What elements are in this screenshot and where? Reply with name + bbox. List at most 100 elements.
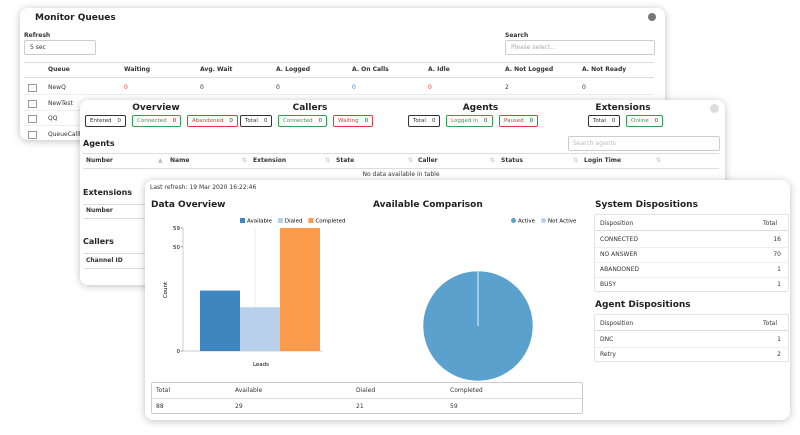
legend-swatch: [240, 218, 245, 223]
column-header: A. Not Ready: [582, 66, 627, 73]
column-header: Total: [156, 387, 171, 394]
column-header: A. Idle: [428, 66, 450, 73]
search-select[interactable]: Please select...: [505, 40, 655, 55]
sort-icon: ⇅: [325, 157, 331, 164]
status-badge: Total 0: [408, 115, 441, 127]
cell: ABANDONED: [600, 266, 640, 273]
search-placeholder: Search agents: [573, 140, 616, 147]
cell: 0: [200, 84, 204, 91]
column-header: Available: [235, 387, 263, 394]
badge-value: 0: [654, 118, 659, 124]
column-header: Completed: [450, 387, 483, 394]
legend-label: Dialed: [285, 219, 303, 225]
sort-icon: ⇅: [656, 157, 662, 164]
table-header: [24, 62, 654, 78]
status-badge: Total 0: [240, 115, 273, 127]
cell: 2: [777, 351, 781, 358]
column-header: Queue: [48, 66, 70, 73]
charts: 05059LeadsCountAvailableDialedCompleted1…: [163, 218, 577, 397]
row-divider: [24, 94, 654, 95]
summary-table: Total 88 Available 29 Dialed 21 Completed 59: [151, 382, 583, 414]
badge-label: Waiting: [338, 118, 359, 124]
column-header: Caller: [418, 157, 438, 164]
y-axis-label: Count: [163, 281, 169, 298]
bar: [240, 307, 280, 351]
status-badge: Connected 0: [278, 115, 328, 127]
cell: 16: [773, 236, 781, 243]
search-label: Search: [505, 32, 529, 39]
legend-label: Not Active: [548, 219, 577, 225]
badge-label: Paused: [504, 118, 524, 124]
column-header: A. On Calls: [352, 66, 389, 73]
section-title: System Dispositions: [595, 200, 698, 210]
dispositions-table: Disposition Total DNC 1 Retry 2: [594, 314, 789, 362]
status-badge: Entered 0: [85, 115, 127, 127]
cell: NewTest: [48, 99, 73, 107]
cell: 29: [235, 403, 243, 410]
group-title: Callers: [292, 103, 328, 113]
badge-label: Total: [413, 118, 426, 124]
badge-label: Abandoned: [192, 118, 224, 124]
panel-title: Monitor Queues: [35, 13, 116, 23]
cell: Retry: [600, 351, 616, 358]
column-header: Disposition: [600, 220, 634, 227]
column-header: A. Not Logged: [505, 66, 554, 73]
cell: CONNECTED: [600, 236, 638, 243]
badge-value: 0: [318, 118, 323, 124]
settings-icon[interactable]: [648, 13, 656, 21]
badge-value: 0: [364, 118, 369, 124]
sort-icon: ▲: [158, 157, 163, 164]
row-icon: [28, 84, 37, 92]
cell: 2: [505, 84, 509, 91]
section-title: Agent Dispositions: [595, 300, 691, 310]
refresh-value: 5 sec: [30, 44, 46, 51]
group-title: Agents: [462, 103, 499, 113]
status-badge: Online 0: [626, 115, 664, 127]
group-title: Overview: [132, 103, 180, 113]
badge-label: Logged In: [451, 118, 479, 124]
chart-title: Available Comparison: [373, 200, 483, 210]
table-header: [595, 215, 788, 231]
badge-label: Total: [593, 118, 606, 124]
badge-value: 0: [229, 118, 233, 124]
sort-icon: ⇅: [573, 157, 579, 164]
table-header: [83, 153, 719, 169]
status-badge: Abandoned 0: [187, 115, 238, 127]
sort-icon: ⇅: [408, 157, 414, 164]
refresh-select[interactable]: 5 sec: [24, 40, 96, 55]
column-header: Extension: [253, 157, 287, 164]
cell: 0: [352, 84, 356, 91]
cell: NewQ: [48, 84, 66, 91]
badge-label: Total: [245, 118, 258, 124]
column-header: Avg. Wait: [200, 66, 233, 73]
row-icon: [28, 130, 37, 139]
legend-label: Active: [518, 219, 536, 225]
column-header: Login Time: [584, 157, 622, 164]
row-divider: [595, 277, 788, 278]
legend-swatch: [277, 218, 283, 223]
column-header: Dialed: [356, 387, 376, 394]
legend-swatch: [511, 218, 516, 223]
dashboard-panel: Last refresh: 19 Mar 2020 16:22:46 Data O…: [145, 180, 790, 420]
cell: DNC: [600, 336, 614, 343]
badge-value: 0: [431, 118, 436, 124]
column-header: Waiting: [124, 66, 151, 73]
badge-label: Connected: [137, 118, 167, 124]
cell: QQ: [48, 115, 58, 122]
cell: BUSY: [600, 281, 616, 288]
status-badge: Connected 0: [132, 115, 182, 127]
dispositions-table: Disposition Total CONNECTED 16 NO ANSWER 70 AB…: [594, 214, 789, 292]
cell: 0: [428, 84, 432, 91]
row-divider: [595, 262, 788, 263]
cell: QueueCallback: [48, 130, 94, 138]
cell: 0: [582, 84, 586, 91]
badge-value: 0: [117, 118, 122, 124]
agent-search[interactable]: Search agents: [568, 136, 720, 151]
legend-swatch: [541, 218, 547, 223]
column-header: Status: [501, 157, 523, 164]
row-icon: [28, 115, 37, 123]
badge-label: Online: [631, 118, 649, 124]
zoom-icon[interactable]: [710, 104, 719, 113]
cell: 88: [156, 403, 164, 410]
